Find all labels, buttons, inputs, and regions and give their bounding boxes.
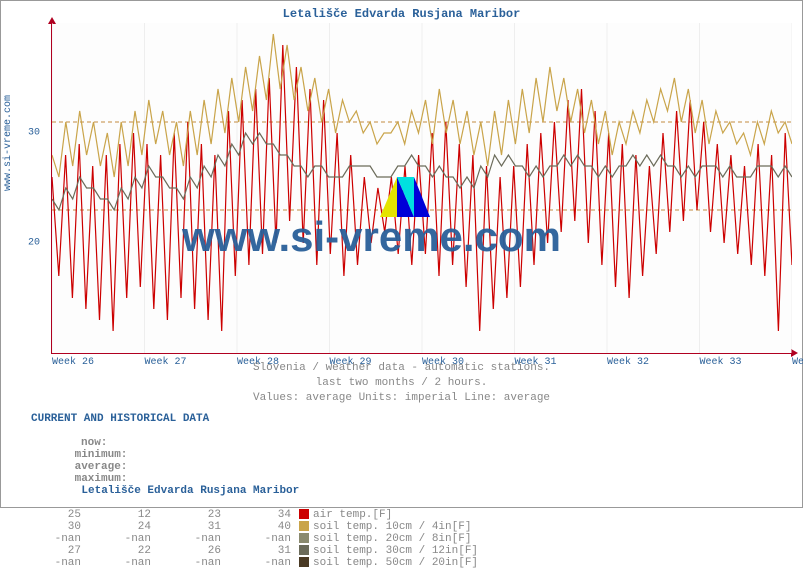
cell-now: -nan: [31, 557, 81, 569]
series-label: air temp.[F]: [313, 509, 392, 521]
cell-now: 30: [31, 521, 81, 533]
col-average: average:: [57, 461, 127, 473]
legend-swatch-icon: [299, 509, 309, 519]
cell-now: 25: [31, 509, 81, 521]
cell-max: -nan: [221, 533, 291, 545]
legend-swatch-icon: [299, 533, 309, 543]
cell-min: -nan: [81, 557, 151, 569]
data-table-column-row: now: minimum: average: maximum: Letališč…: [31, 425, 478, 509]
series-label: soil temp. 20cm / 8in[F]: [313, 533, 471, 545]
cell-avg: -nan: [151, 533, 221, 545]
series-label: soil temp. 50cm / 20in[F]: [313, 557, 478, 569]
chart-subtitle: Slovenia / weather data - automatic stat…: [1, 361, 802, 406]
cell-now: -nan: [31, 533, 81, 545]
col-maximum: maximum:: [57, 473, 127, 485]
x-axis-arrow-icon: [791, 349, 798, 357]
table-row: 30243140 soil temp. 10cm / 4in[F]: [31, 521, 478, 533]
cell-max: 34: [221, 509, 291, 521]
cell-now: 27: [31, 545, 81, 557]
cell-avg: 26: [151, 545, 221, 557]
chart-title: Letališče Edvarda Rusjana Maribor: [1, 1, 802, 23]
cell-max: -nan: [221, 557, 291, 569]
cell-max: 40: [221, 521, 291, 533]
legend-swatch-icon: [299, 557, 309, 567]
series-label: soil temp. 10cm / 4in[F]: [313, 521, 471, 533]
y-axis-side-label: www.si-vreme.com: [3, 95, 14, 191]
legend-swatch-icon: [299, 521, 309, 531]
data-table: CURRENT AND HISTORICAL DATA now: minimum…: [31, 413, 478, 569]
cell-avg: 31: [151, 521, 221, 533]
cell-avg: -nan: [151, 557, 221, 569]
table-row: 27222631 soil temp. 30cm / 12in[F]: [31, 545, 478, 557]
cell-min: -nan: [81, 533, 151, 545]
subtitle-line: last two months / 2 hours.: [1, 376, 802, 391]
y-tick-label: 30: [28, 128, 40, 139]
data-table-header: CURRENT AND HISTORICAL DATA: [31, 413, 478, 425]
cell-max: 31: [221, 545, 291, 557]
table-row: -nan-nan-nan-nansoil temp. 20cm / 8in[F]: [31, 533, 478, 545]
table-row: -nan-nan-nan-nansoil temp. 50cm / 20in[F…: [31, 557, 478, 569]
col-minimum: minimum:: [57, 449, 127, 461]
table-row: 25122334 air temp.[F]: [31, 509, 478, 521]
subtitle-line: Slovenia / weather data - automatic stat…: [1, 361, 802, 376]
col-series-title: Letališče Edvarda Rusjana Maribor: [81, 485, 299, 497]
y-tick-label: 20: [28, 238, 40, 249]
col-now: now:: [57, 437, 107, 449]
cell-min: 12: [81, 509, 151, 521]
si-vreme-logo-icon: [380, 177, 430, 217]
subtitle-line: Values: average Units: imperial Line: av…: [1, 391, 802, 406]
series-label: soil temp. 30cm / 12in[F]: [313, 545, 478, 557]
cell-avg: 23: [151, 509, 221, 521]
legend-swatch-icon: [299, 545, 309, 555]
cell-min: 22: [81, 545, 151, 557]
chart-plot-area: 2030 Week 26Week 27Week 28Week 29Week 30…: [51, 23, 792, 354]
cell-min: 24: [81, 521, 151, 533]
